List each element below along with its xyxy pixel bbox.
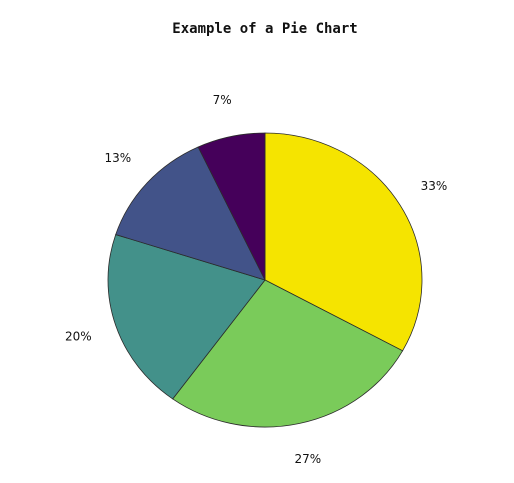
pie-slice-label-2: 27% — [294, 452, 321, 466]
pie-slice-label-5: 7% — [213, 93, 232, 107]
pie-slice-label-1: 33% — [421, 179, 448, 193]
pie-slices — [107, 132, 423, 428]
pie-slice-label-3: 20% — [65, 329, 92, 343]
pie-slice-2 — [172, 279, 404, 428]
pie-slice-label-4: 13% — [104, 151, 131, 165]
pie-slice-4 — [115, 146, 266, 281]
pie-labels: 33% 27% 20% 13% 7% — [65, 93, 447, 466]
pie-slice-3 — [107, 234, 266, 400]
pie-slice-1 — [264, 132, 423, 352]
pie-slice-5 — [197, 132, 266, 281]
chart-title: Example of a Pie Chart — [172, 21, 357, 37]
